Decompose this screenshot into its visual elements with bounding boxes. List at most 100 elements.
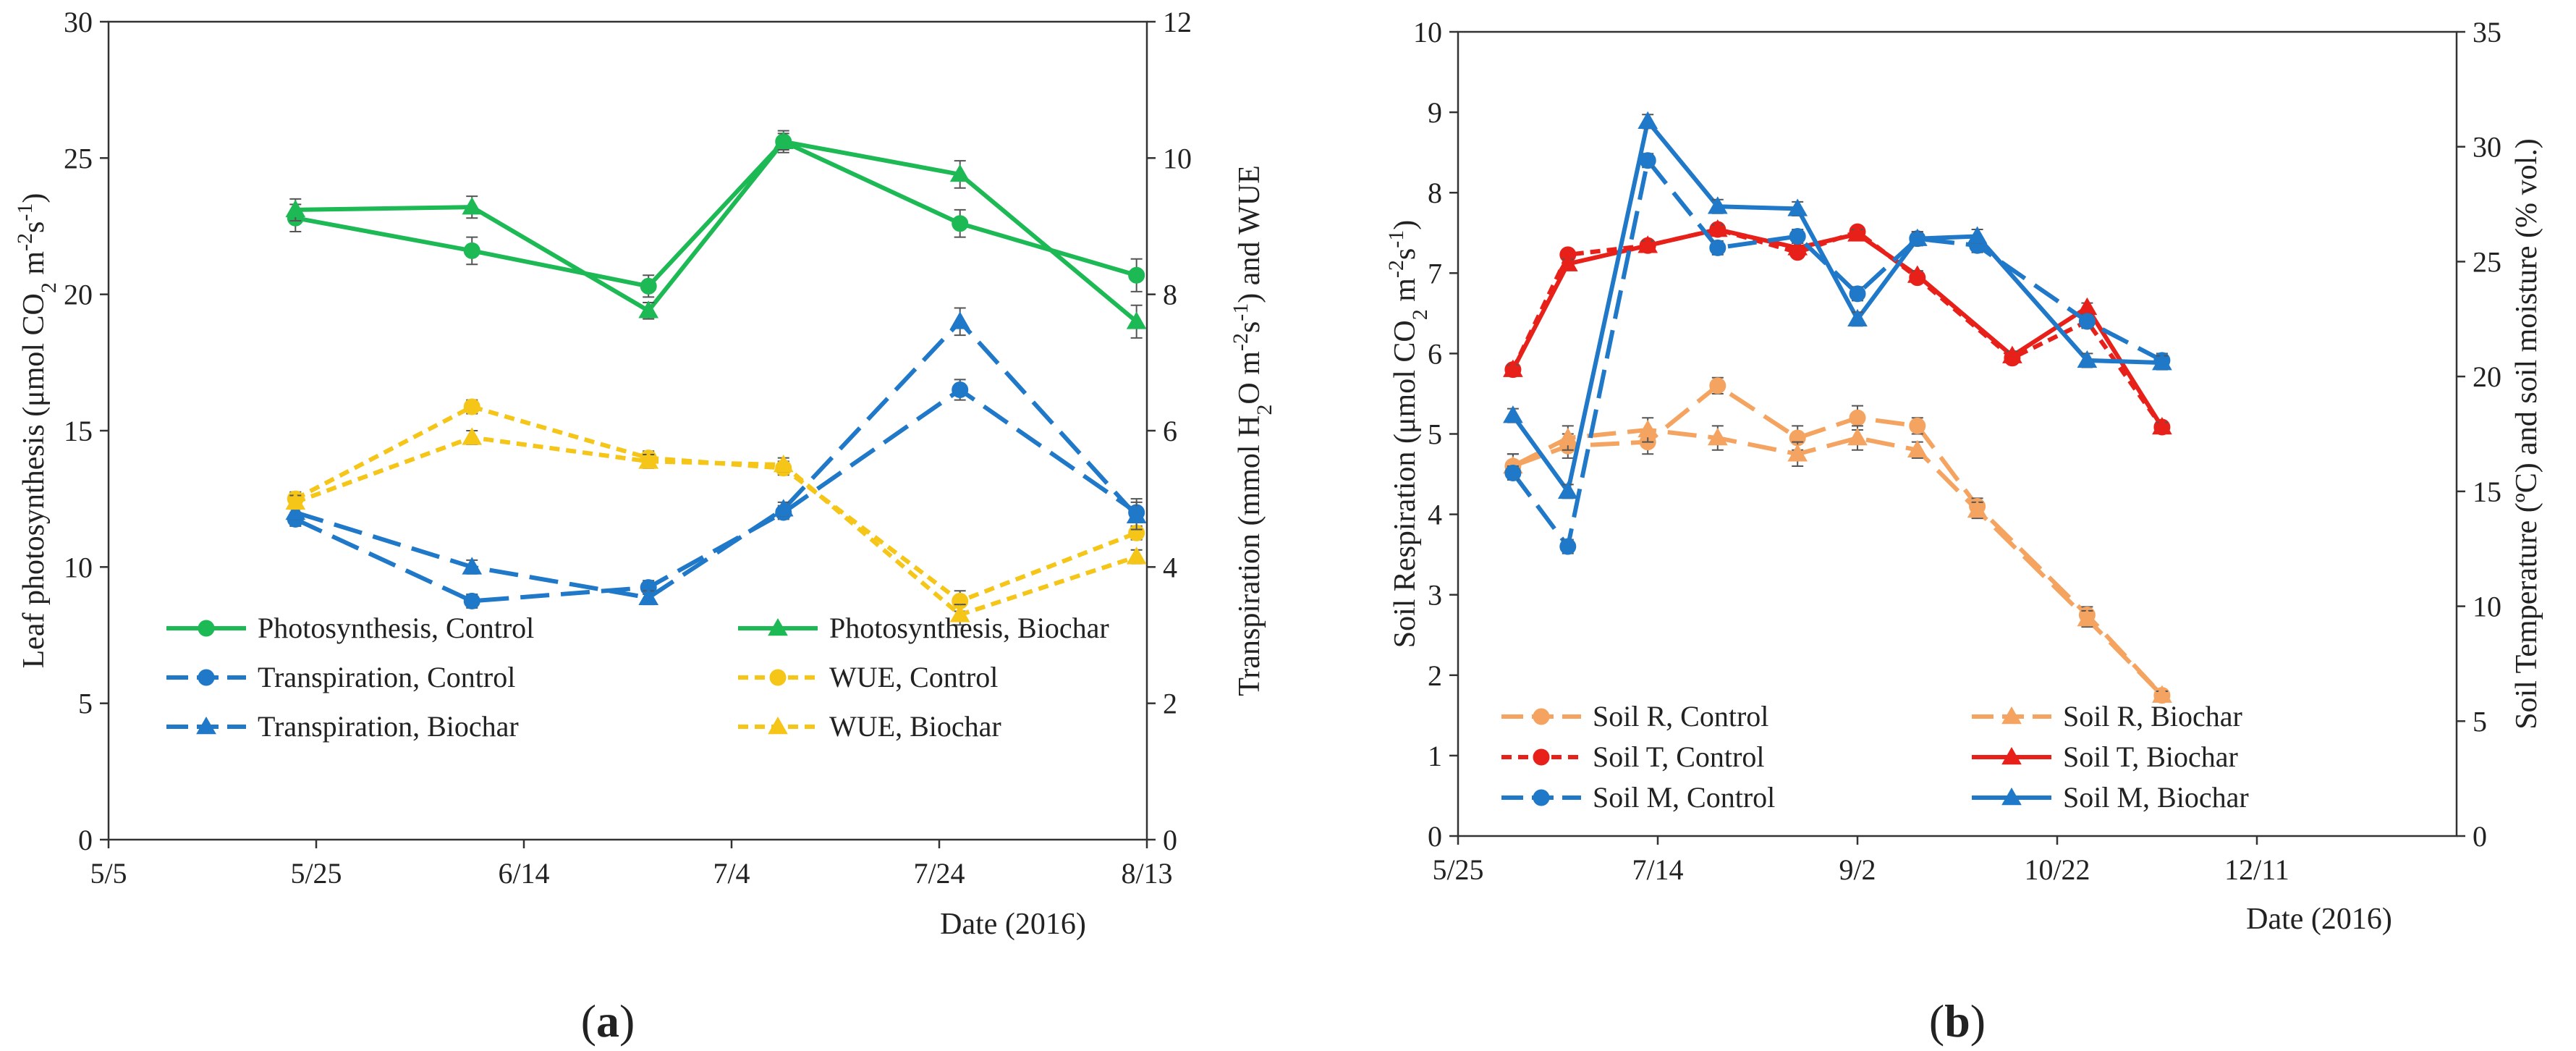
data-point [1787, 444, 1808, 462]
series-line [295, 139, 1137, 289]
data-point [1707, 196, 1728, 214]
data-point [1126, 546, 1147, 565]
y-left-tick-label: 20 [64, 279, 93, 311]
legend-swatch-marker [196, 716, 216, 735]
series-soil-t-biochar [1503, 219, 2172, 435]
y-label-part: -1 [1384, 230, 1408, 248]
data-point [463, 398, 480, 415]
x-tick-label: 5/5 [90, 857, 127, 890]
data-point [1503, 359, 1523, 377]
data-point [1557, 481, 1578, 499]
x-axis-label: Date (2016) [2246, 903, 2392, 936]
y-right-tick-label: 35 [2473, 16, 2501, 48]
y-right-axis-label: Soil Temperature (ºC) and soil moisture … [2510, 138, 2543, 729]
data-point [285, 199, 306, 218]
y-right-tick-label: 4 [1163, 551, 1177, 583]
data-point [1789, 228, 1806, 245]
data-point [1847, 224, 1868, 242]
data-point [1907, 439, 1928, 457]
data-point [1557, 253, 1578, 271]
legend-swatch-marker [1533, 789, 1550, 806]
y-right-tick-label: 0 [1163, 824, 1177, 856]
data-point [1559, 538, 1577, 555]
panel-label-letter: b [1944, 995, 1970, 1047]
data-point [2078, 313, 2096, 330]
series-line [1511, 158, 2164, 549]
y-right-tick-label: 15 [2473, 476, 2501, 508]
legend-swatch-marker [2001, 746, 2022, 765]
x-tick-label: 7/4 [713, 857, 750, 890]
legend-swatch-marker [1533, 748, 1550, 766]
data-point [773, 131, 794, 149]
data-point [463, 242, 480, 259]
y-label-part: Transpiration (mmol H [1233, 415, 1266, 696]
y-label-part: O m [1233, 351, 1266, 405]
y-label-part: 2 [37, 282, 61, 293]
data-point [285, 491, 306, 510]
chart-a: 5/5 5/25 6/14 7/4 7/24 8/13051015202530024681… [13, 6, 1276, 1047]
series-line [294, 405, 1137, 604]
legend-swatch-marker [769, 669, 787, 686]
legend: Photosynthesis, Control Photosynthesis, B… [166, 612, 1109, 743]
y-left-tick-label: 0 [78, 824, 93, 856]
y-label-part: Leaf photosynthesis (μmol CO [17, 293, 51, 668]
legend-label: WUE, Biochar [829, 710, 1001, 743]
y-left-tick-label: 8 [1428, 177, 1442, 209]
panel-label-open: ( [581, 995, 596, 1047]
data-point [2077, 609, 2098, 627]
x-tick-label: 9/2 [1839, 853, 1876, 886]
y-right-tick-label: 30 [2473, 131, 2501, 164]
data-point [952, 215, 969, 232]
y-right-axis-label: Transpiration (mmol H2O m-2s-1) and WUE [1229, 165, 1276, 696]
y-label-part: Soil Respiration (μmol CO [1389, 320, 1422, 648]
series-soil-r-biochar [1503, 417, 2172, 703]
data-point [1126, 311, 1147, 329]
data-point [1503, 405, 1523, 423]
legend-swatch-marker [768, 617, 788, 636]
data-point [1128, 266, 1145, 284]
x-tick-label: 5/25 [1432, 853, 1483, 886]
x-tick-label: 7/14 [1632, 853, 1683, 886]
y-label-part: ) [17, 193, 51, 203]
y-right-tick-label: 10 [2473, 591, 2501, 623]
y-right-tick-label: 20 [2473, 360, 2501, 393]
x-tick-label: 12/11 [2224, 853, 2289, 886]
y-left-axis-label: Leaf photosynthesis (μmol CO2 m-2s-1) [13, 193, 61, 669]
data-point [1787, 237, 1808, 256]
y-left-tick-label: 5 [78, 688, 93, 720]
y-label-part: s [17, 221, 51, 233]
data-point [463, 592, 480, 609]
data-point [638, 451, 659, 469]
legend-swatch-marker [198, 620, 215, 637]
y-right-tick-label: 10 [1163, 142, 1192, 174]
data-point [1907, 228, 1928, 246]
y-left-tick-label: 2 [1428, 659, 1442, 692]
data-point [1787, 198, 1808, 216]
series-wue-biochar [285, 427, 1147, 626]
x-tick-label: 7/24 [913, 857, 965, 890]
data-point [2152, 685, 2172, 703]
y-right-tick-label: 0 [2473, 820, 2487, 853]
data-point [1847, 308, 1868, 327]
data-point [1504, 464, 1522, 481]
panel-label-close: ) [619, 995, 635, 1047]
y-left-tick-label: 5 [1428, 418, 1442, 451]
y-label-part: 2 [1408, 309, 1432, 320]
data-point [1967, 226, 1988, 244]
y-left-tick-label: 4 [1428, 499, 1442, 531]
data-point [1847, 428, 1868, 446]
y-left-tick-label: 3 [1428, 579, 1442, 612]
panel-label-close: ) [1970, 995, 1986, 1047]
y-label-part: -2 [13, 233, 37, 251]
y-left-tick-label: 10 [1413, 16, 1442, 48]
legend-swatch-marker [198, 669, 215, 686]
series-line [1511, 227, 2164, 429]
y-left-tick-label: 7 [1428, 257, 1442, 290]
data-point [2077, 350, 2098, 368]
y-label-part: ) and WUE [1233, 165, 1266, 303]
x-tick-label: 6/14 [498, 857, 549, 890]
data-point [773, 455, 794, 473]
y-left-axis-label: Soil Respiration (μmol CO2 m-2s-1) [1384, 220, 1432, 649]
legend-label: Soil T, Biochar [2063, 740, 2238, 773]
